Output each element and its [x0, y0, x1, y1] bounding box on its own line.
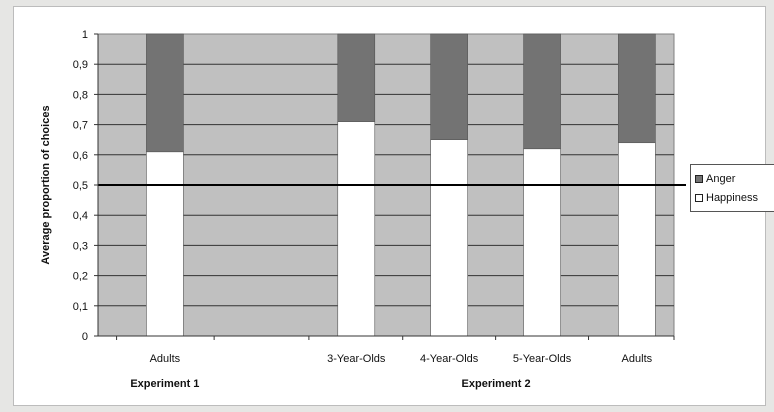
- legend-label-happiness: Happiness: [706, 191, 758, 204]
- x-axis-labels: Adults 3-Year-Olds 4-Year-Olds 5-Year-Olds A…: [130, 353, 652, 390]
- y-tick-label: 0,1: [73, 301, 88, 313]
- legend-item-anger: Anger: [695, 169, 774, 188]
- group-label: Experiment 1: [130, 378, 199, 390]
- bar-happiness: [337, 121, 376, 337]
- y-tick-label: 0,3: [73, 240, 88, 252]
- bar-happiness: [146, 151, 184, 337]
- y-tick-label: 0,2: [73, 271, 88, 283]
- x-tick-label: Adults: [622, 353, 653, 365]
- y-tick-label: 0,4: [73, 210, 88, 222]
- bar-anger: [523, 33, 561, 150]
- bar-anger: [430, 33, 468, 140]
- legend: Anger Happiness: [690, 164, 774, 212]
- y-tick-label: 0,6: [73, 150, 88, 162]
- x-tick-label: 3-Year-Olds: [327, 353, 386, 365]
- y-tick-label: 0,5: [73, 180, 88, 192]
- legend-swatch-anger: [695, 174, 703, 183]
- bar-happiness: [430, 139, 468, 337]
- bar-anger: [337, 33, 376, 122]
- bar-anger: [618, 33, 656, 144]
- y-axis-ticks: 0 0,1 0,2 0,3 0,4 0,5 0,6 0,7 0,8 0,9 1: [73, 29, 675, 343]
- y-axis-label: Average proportion of choices: [40, 105, 52, 264]
- bar-happiness: [523, 148, 561, 337]
- group-label: Experiment 2: [462, 378, 531, 390]
- x-tick-label: 4-Year-Olds: [420, 353, 479, 365]
- y-tick-label: 0,9: [73, 59, 88, 71]
- chart-svg: 0 0,1 0,2 0,3 0,4 0,5 0,6 0,7 0,8 0,9 1 Adults 3-Ye…: [40, 29, 686, 390]
- legend-item-happiness: Happiness: [695, 188, 774, 207]
- grid-lines: [98, 63, 674, 307]
- bars: [146, 33, 656, 337]
- x-tick-label: 5-Year-Olds: [513, 353, 572, 365]
- legend-label-anger: Anger: [706, 172, 736, 185]
- y-tick-label: 1: [82, 29, 88, 41]
- y-tick-label: 0,8: [73, 89, 88, 101]
- chart-frame: 0 0,1 0,2 0,3 0,4 0,5 0,6 0,7 0,8 0,9 1 Adults 3-Ye…: [13, 6, 774, 406]
- legend-swatch-happiness: [695, 193, 703, 202]
- bar-happiness: [618, 142, 656, 337]
- x-tick-label: Adults: [150, 353, 181, 365]
- bar-anger: [146, 33, 184, 153]
- y-tick-label: 0: [82, 331, 88, 343]
- y-tick-label: 0,7: [73, 120, 88, 132]
